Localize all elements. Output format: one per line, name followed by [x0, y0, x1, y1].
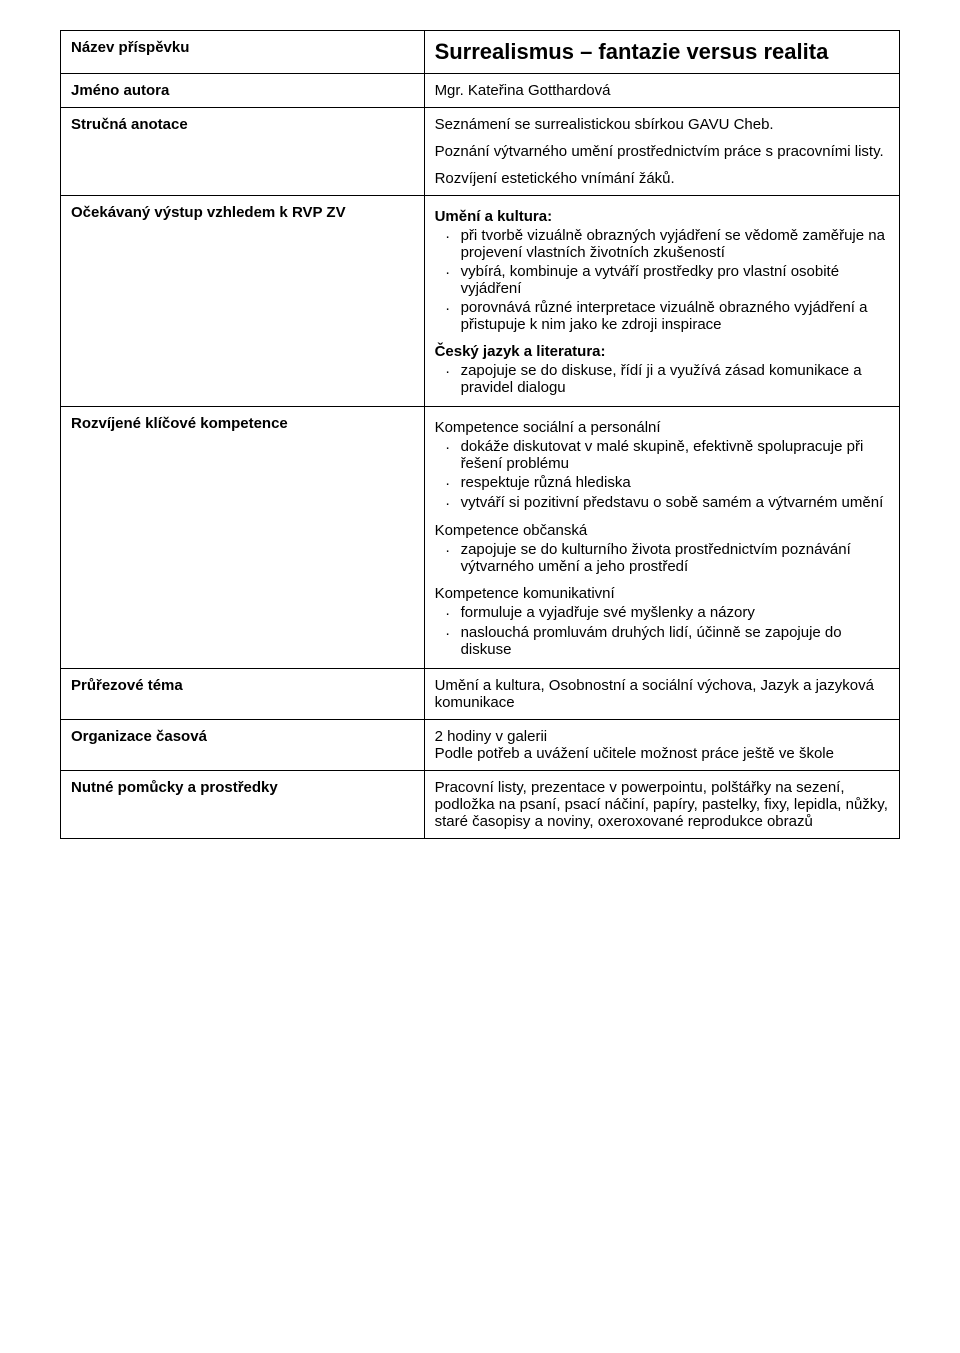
row-outcome: Očekávaný výstup vzhledem k RVP ZV Umění…	[61, 196, 900, 407]
outcome-group-1-heading: Český jazyk a literatura:	[435, 343, 889, 360]
label-time: Organizace časová	[61, 720, 425, 771]
comp-group-2: Kompetence komunikativní · formuluje a v…	[435, 585, 889, 658]
value-tools: Pracovní listy, prezentace v powerpointu…	[424, 771, 899, 839]
label-tools: Nutné pomůcky a prostředky	[61, 771, 425, 839]
bullet-icon: ·	[435, 362, 461, 380]
bullet-icon: ·	[435, 541, 461, 559]
info-table: Název příspěvku Surrealismus – fantazie …	[60, 30, 900, 839]
bullet-icon: ·	[435, 263, 461, 281]
list-item: · vybírá, kombinuje a vytváří prostředky…	[435, 263, 889, 297]
row-annotation: Stručná anotace Seznámení se surrealisti…	[61, 108, 900, 196]
bullet-text: zapojuje se do kulturního života prostře…	[461, 541, 889, 575]
comp-group-1: Kompetence občanská · zapojuje se do kul…	[435, 522, 889, 575]
bullet-text: zapojuje se do diskuse, řídí ji a využív…	[461, 362, 889, 396]
bullet-icon: ·	[435, 438, 461, 456]
time-line-0: 2 hodiny v galerii	[435, 728, 889, 745]
list-item: · respektuje různá hlediska	[435, 474, 889, 492]
list-item: · vytváří si pozitivní představu o sobě …	[435, 494, 889, 512]
time-line-1: Podle potřeb a uvážení učitele možnost p…	[435, 745, 889, 762]
annotation-para-1: Poznání výtvarného umění prostřednictvím…	[435, 143, 889, 160]
bullet-text: vytváří si pozitivní představu o sobě sa…	[461, 494, 889, 511]
value-title: Surrealismus – fantazie versus realita	[424, 31, 899, 74]
list-item: · formuluje a vyjadřuje své myšlenky a n…	[435, 604, 889, 622]
label-title: Název příspěvku	[61, 31, 425, 74]
bullet-text: respektuje různá hlediska	[461, 474, 889, 491]
value-author: Mgr. Kateřina Gotthardová	[424, 74, 899, 108]
bullet-text: vybírá, kombinuje a vytváří prostředky p…	[461, 263, 889, 297]
bullet-text: porovnává různé interpretace vizuálně ob…	[461, 299, 889, 333]
value-competences: Kompetence sociální a personální · dokáž…	[424, 407, 899, 669]
row-title: Název příspěvku Surrealismus – fantazie …	[61, 31, 900, 74]
value-time: 2 hodiny v galerii Podle potřeb a uvážen…	[424, 720, 899, 771]
row-crosscut: Průřezové téma Umění a kultura, Osobnost…	[61, 669, 900, 720]
value-outcome: Umění a kultura: · při tvorbě vizuálně o…	[424, 196, 899, 407]
row-tools: Nutné pomůcky a prostředky Pracovní list…	[61, 771, 900, 839]
value-crosscut: Umění a kultura, Osobnostní a sociální v…	[424, 669, 899, 720]
bullet-icon: ·	[435, 494, 461, 512]
bullet-icon: ·	[435, 474, 461, 492]
list-item: · porovnává různé interpretace vizuálně …	[435, 299, 889, 333]
value-annotation: Seznámení se surrealistickou sbírkou GAV…	[424, 108, 899, 196]
bullet-icon: ·	[435, 624, 461, 642]
list-item: · zapojuje se do kulturního života prost…	[435, 541, 889, 575]
outcome-group-0-heading: Umění a kultura:	[435, 208, 889, 225]
outcome-group-1: Český jazyk a literatura: · zapojuje se …	[435, 343, 889, 396]
comp-group-0: Kompetence sociální a personální · dokáž…	[435, 419, 889, 512]
bullet-text: formuluje a vyjadřuje své myšlenky a náz…	[461, 604, 889, 621]
row-author: Jméno autora Mgr. Kateřina Gotthardová	[61, 74, 900, 108]
annotation-para-2: Rozvíjení estetického vnímání žáků.	[435, 170, 889, 187]
comp-group-0-list: · dokáže diskutovat v malé skupině, efek…	[435, 438, 889, 512]
bullet-text: dokáže diskutovat v malé skupině, efekti…	[461, 438, 889, 472]
comp-group-0-heading: Kompetence sociální a personální	[435, 419, 889, 436]
row-time: Organizace časová 2 hodiny v galerii Pod…	[61, 720, 900, 771]
label-author: Jméno autora	[61, 74, 425, 108]
comp-group-2-list: · formuluje a vyjadřuje své myšlenky a n…	[435, 604, 889, 658]
bullet-icon: ·	[435, 604, 461, 622]
list-item: · dokáže diskutovat v malé skupině, efek…	[435, 438, 889, 472]
label-crosscut: Průřezové téma	[61, 669, 425, 720]
outcome-group-0-list: · při tvorbě vizuálně obrazných vyjádřen…	[435, 227, 889, 333]
comp-group-2-heading: Kompetence komunikativní	[435, 585, 889, 602]
list-item: · naslouchá promluvám druhých lidí, účin…	[435, 624, 889, 658]
outcome-group-1-list: · zapojuje se do diskuse, řídí ji a využ…	[435, 362, 889, 396]
bullet-icon: ·	[435, 227, 461, 245]
comp-group-1-heading: Kompetence občanská	[435, 522, 889, 539]
bullet-icon: ·	[435, 299, 461, 317]
list-item: · při tvorbě vizuálně obrazných vyjádřen…	[435, 227, 889, 261]
page: Název příspěvku Surrealismus – fantazie …	[0, 0, 960, 879]
label-outcome: Očekávaný výstup vzhledem k RVP ZV	[61, 196, 425, 407]
bullet-text: při tvorbě vizuálně obrazných vyjádření …	[461, 227, 889, 261]
label-competences: Rozvíjené klíčové kompetence	[61, 407, 425, 669]
outcome-group-0: Umění a kultura: · při tvorbě vizuálně o…	[435, 208, 889, 333]
bullet-text: naslouchá promluvám druhých lidí, účinně…	[461, 624, 889, 658]
row-competences: Rozvíjené klíčové kompetence Kompetence …	[61, 407, 900, 669]
annotation-para-0: Seznámení se surrealistickou sbírkou GAV…	[435, 116, 889, 133]
list-item: · zapojuje se do diskuse, řídí ji a využ…	[435, 362, 889, 396]
label-annotation: Stručná anotace	[61, 108, 425, 196]
comp-group-1-list: · zapojuje se do kulturního života prost…	[435, 541, 889, 575]
